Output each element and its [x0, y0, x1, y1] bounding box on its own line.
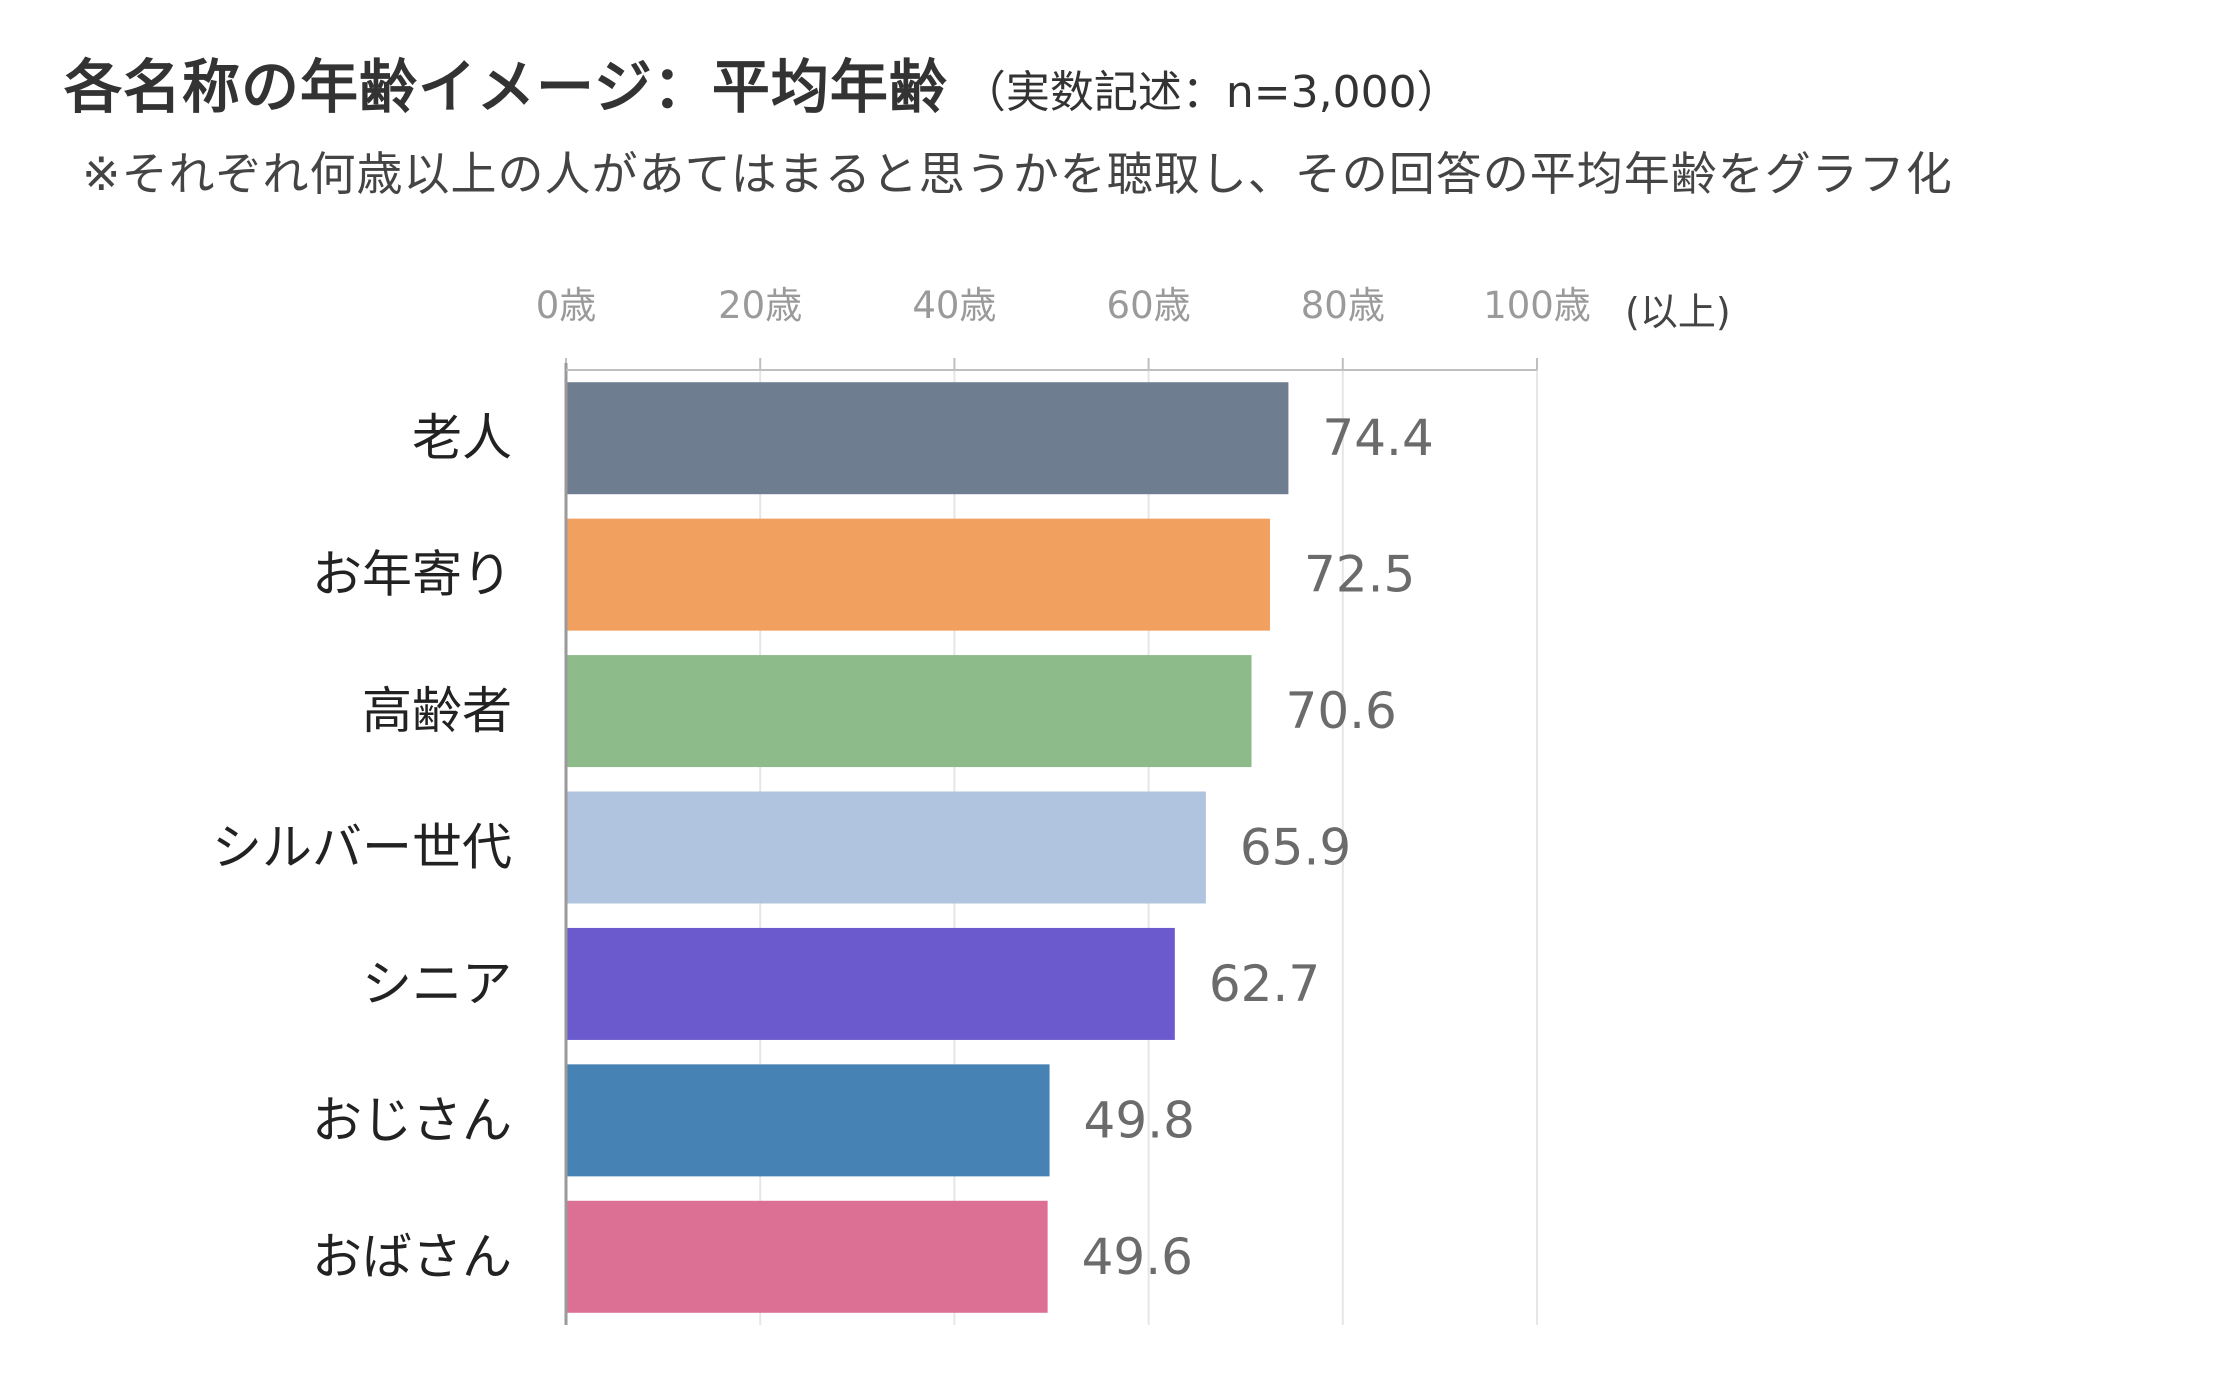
x-axis-ticks: 0歳 20歳 40歳 60歳 80歳 100歳	[536, 284, 1591, 370]
bar	[566, 791, 1206, 904]
category-label: おばさん	[312, 1228, 512, 1286]
category-label: シニア	[362, 955, 512, 1013]
bar	[566, 655, 1252, 768]
title-row: 各名称の年齢イメージ：平均年齢 （実数記述：n=3,000）	[64, 40, 1461, 124]
bars	[566, 382, 1289, 1313]
x-tick-label: 80歳	[1301, 284, 1385, 327]
value-label: 74.4	[1322, 409, 1433, 467]
value-label: 49.6	[1082, 1228, 1193, 1286]
category-label: お年寄り	[312, 546, 512, 604]
bar	[566, 1200, 1048, 1313]
category-label: 高齢者	[362, 682, 512, 740]
category-label: シルバー世代	[212, 819, 512, 877]
labels: 老人 74.4 お年寄り 72.5 高齢者 70.6 シルバー世代 65.9 シニア 62.7 おじ…	[212, 409, 1434, 1286]
value-label: 72.5	[1304, 546, 1415, 604]
x-tick-label: 20歳	[718, 284, 802, 327]
bar	[566, 518, 1270, 631]
value-label: 62.7	[1209, 955, 1320, 1013]
chart-note: ※それぞれ何歳以上の人があてはまると思うかを聴取し、その回答の平均年齢をグラフ化	[82, 147, 1953, 201]
chart-subtitle: （実数記述：n=3,000）	[961, 67, 1461, 118]
bar	[566, 1064, 1050, 1177]
x-axis-unit-label: (以上)	[1625, 290, 1731, 334]
x-tick-label: 40歳	[912, 284, 996, 327]
x-tick-label: 60歳	[1107, 284, 1191, 327]
category-label: 老人	[412, 409, 512, 467]
chart-title: 各名称の年齢イメージ：平均年齢	[64, 53, 948, 121]
bar	[566, 382, 1289, 495]
value-label: 70.6	[1286, 682, 1397, 740]
x-tick-label: 100歳	[1483, 284, 1591, 327]
bar	[566, 927, 1175, 1040]
value-label: 49.8	[1084, 1091, 1195, 1149]
value-label: 65.9	[1240, 819, 1351, 877]
x-tick-label: 0歳	[536, 284, 597, 327]
category-label: おじさん	[312, 1091, 512, 1149]
